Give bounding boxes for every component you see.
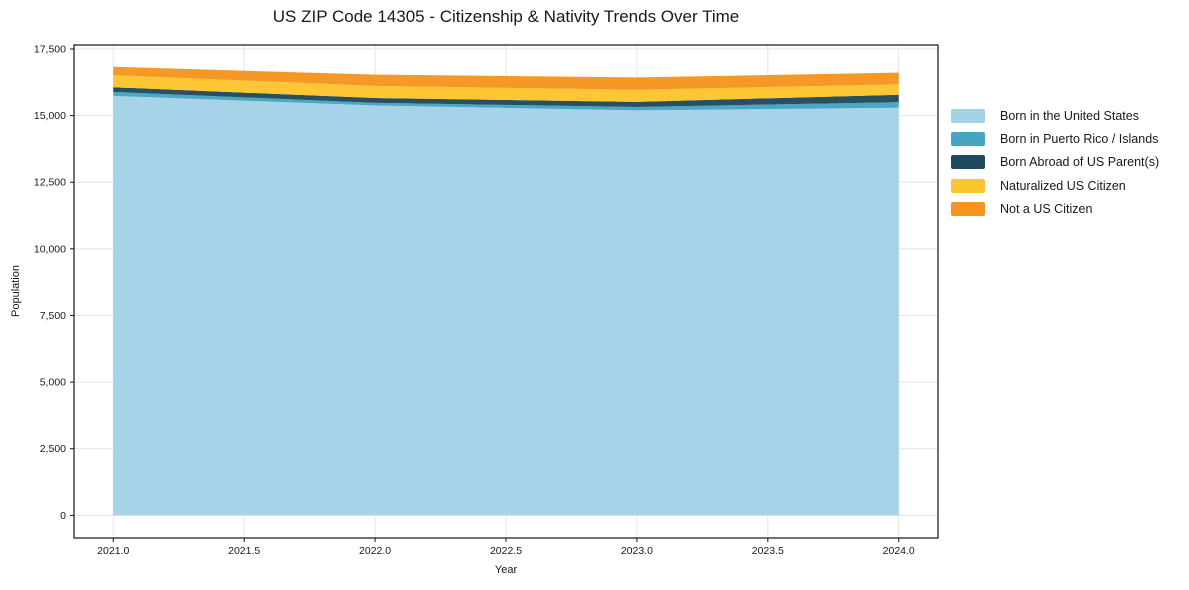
y-tick-label: 10,000 <box>34 243 66 255</box>
area-band-3 <box>113 75 899 102</box>
y-tick-label: 2,500 <box>40 443 66 455</box>
x-tick-label: 2021.5 <box>228 545 260 557</box>
y-tick-label: 17,500 <box>34 43 66 55</box>
legend-swatch-icon <box>951 108 985 123</box>
legend-label: Naturalized US Citizen <box>1000 178 1126 193</box>
x-tick-label: 2021.0 <box>97 545 129 557</box>
legend-item-3: Naturalized US Citizen <box>951 174 1159 197</box>
x-tick-label: 2023.5 <box>752 545 784 557</box>
legend-swatch-icon <box>951 155 985 170</box>
legend-swatch-icon <box>951 201 985 216</box>
area-band-2 <box>113 87 899 107</box>
y-tick-label: 7,500 <box>40 310 66 322</box>
legend-label: Not a US Citizen <box>1000 201 1093 216</box>
legend-item-4: Not a US Citizen <box>951 197 1159 220</box>
y-tick-label: 0 <box>60 510 66 522</box>
x-tick-label: 2024.0 <box>883 545 915 557</box>
legend-swatch-icon <box>951 178 985 193</box>
x-tick-label: 2022.5 <box>490 545 522 557</box>
legend-label: Born in Puerto Rico / Islands <box>1000 131 1159 146</box>
chart-title: US ZIP Code 14305 - Citizenship & Nativi… <box>272 7 740 26</box>
legend-item-2: Born Abroad of US Parent(s) <box>951 151 1159 174</box>
area-band-0 <box>113 95 899 516</box>
y-tick-label: 5,000 <box>40 377 66 389</box>
legend-swatch-icon <box>951 131 985 146</box>
legend-label: Born Abroad of US Parent(s) <box>1000 155 1160 170</box>
legend-label: Born in the United States <box>1000 108 1139 123</box>
y-tick-label: 15,000 <box>34 110 66 122</box>
x-axis-label: Year <box>494 564 518 576</box>
area-band-4 <box>113 66 899 90</box>
y-tick-label: 12,500 <box>34 177 66 189</box>
legend-item-1: Born in Puerto Rico / Islands <box>951 127 1159 150</box>
x-tick-label: 2023.0 <box>621 545 653 557</box>
legend: Born in the United States Born in Puerto … <box>951 104 1159 220</box>
y-axis-label: Population <box>10 265 22 317</box>
x-tick-label: 2022.0 <box>359 545 391 557</box>
legend-item-0: Born in the United States <box>951 104 1159 127</box>
area-band-1 <box>113 91 899 111</box>
